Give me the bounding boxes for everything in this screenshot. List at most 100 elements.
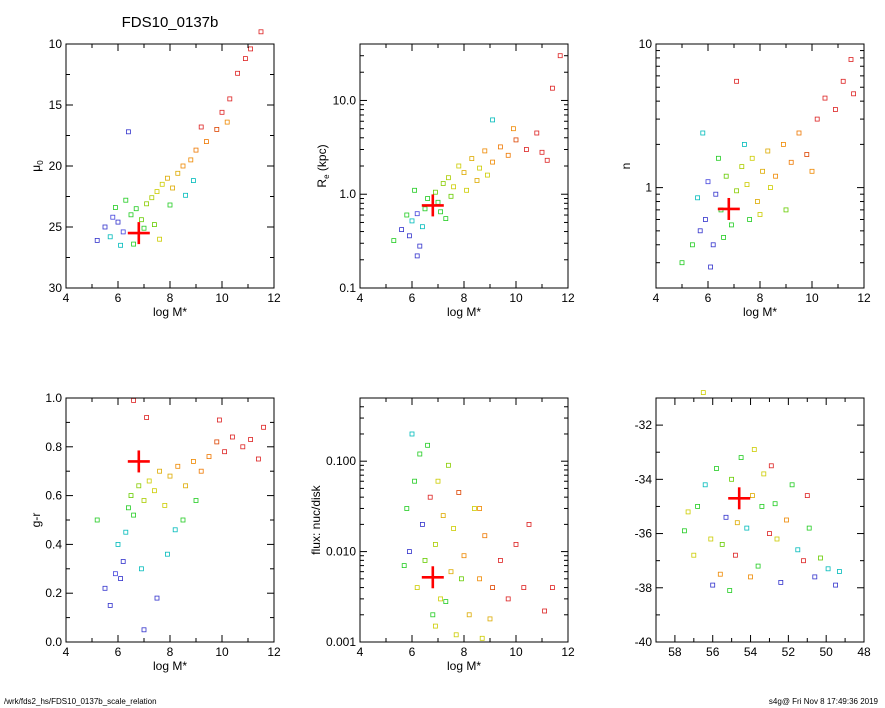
scatter-point xyxy=(432,189,438,195)
scatter-point xyxy=(719,542,725,547)
scatter-point xyxy=(141,225,147,231)
y-tick-label: 0.2 xyxy=(45,586,62,600)
scatter-point xyxy=(539,149,545,155)
x-tick-label: 6 xyxy=(409,645,416,659)
scatter-point xyxy=(128,493,134,499)
scatter-point xyxy=(190,178,196,184)
scatter-point xyxy=(451,526,457,531)
scatter-point xyxy=(833,582,838,588)
x-tick-label: 4 xyxy=(63,291,70,305)
scatter-point xyxy=(149,195,155,201)
scatter-point xyxy=(714,466,719,471)
scatter-point xyxy=(107,603,113,608)
x-tick-label: 8 xyxy=(461,645,468,659)
scatter-point xyxy=(399,227,405,233)
scatter-point xyxy=(164,175,170,181)
scatter-point xyxy=(118,576,123,581)
scatter-point xyxy=(146,478,152,484)
y-tick-label: 0.100 xyxy=(326,454,356,468)
x-tick-label: 4 xyxy=(63,645,70,659)
panel-4: 4 6 8 10 12 0.0 0.2 0.4 0.6 0.8 1.0 log M* g-r xyxy=(29,391,281,673)
y-tick-label: 30 xyxy=(49,281,63,295)
scatter-point xyxy=(123,529,129,535)
scatter-point xyxy=(751,447,757,452)
scatter-point xyxy=(453,632,459,638)
scatter-point xyxy=(126,129,131,135)
y-tick-label: 1 xyxy=(645,181,652,195)
scatter-point xyxy=(783,207,789,213)
scatter-point xyxy=(784,517,789,523)
x-tick-label: 10 xyxy=(215,645,229,659)
scatter-point xyxy=(773,173,778,179)
y-tick-label: 0.6 xyxy=(45,489,62,503)
x-tick-label: 48 xyxy=(857,645,871,659)
scatter-point xyxy=(404,506,410,511)
scatter-point xyxy=(427,494,433,500)
scatter-point xyxy=(419,522,425,527)
scatter-point xyxy=(526,522,532,527)
x-tick-label: 50 xyxy=(820,645,834,659)
scatter-point xyxy=(261,424,267,430)
y-tick-label: 1.0 xyxy=(339,187,356,201)
plot-frame xyxy=(65,397,275,643)
y-axis-label-main: R xyxy=(315,179,329,188)
scatter-point xyxy=(768,463,774,469)
scatter-point xyxy=(198,124,204,130)
y-tick-label: -40 xyxy=(635,635,653,649)
scatter-point xyxy=(534,130,540,136)
scatter-point xyxy=(206,454,212,460)
scatter-point xyxy=(417,451,423,457)
scatter-point xyxy=(102,585,108,591)
footer-left: /wrk/fds2_hs/FDS10_0137b_scale_relation xyxy=(4,697,157,706)
scatter-point xyxy=(818,555,823,561)
scatter-point xyxy=(474,178,480,183)
scatter-point xyxy=(778,580,784,585)
scatter-point xyxy=(833,107,838,112)
scatter-point xyxy=(409,431,415,437)
scatter-point xyxy=(170,185,176,191)
scatter-point xyxy=(115,219,121,225)
scatter-point xyxy=(772,501,778,507)
scatter-point xyxy=(193,147,199,153)
scatter-point xyxy=(695,195,700,201)
scatter-point xyxy=(401,563,407,568)
x-tick-label: 6 xyxy=(705,291,712,305)
scatter-point xyxy=(180,517,186,523)
scatter-point xyxy=(162,502,168,508)
scatter-point xyxy=(705,179,711,185)
scatter-point xyxy=(487,616,493,622)
scatter-point xyxy=(513,542,519,547)
scatter-point xyxy=(755,563,761,569)
scatter-point xyxy=(513,137,519,143)
plot-frame xyxy=(359,397,569,643)
scatter-point xyxy=(691,552,697,558)
y-axis-label-main: μ xyxy=(29,165,43,172)
y-tick-label: 0.4 xyxy=(45,537,62,551)
scatter-point xyxy=(432,542,438,547)
scatter-point xyxy=(118,242,123,248)
y-axis-label: μ0 xyxy=(29,160,45,172)
scatter-point xyxy=(510,126,516,132)
x-axis-label: log M* xyxy=(153,659,187,673)
scatter-point xyxy=(430,612,436,618)
scatter-point xyxy=(484,172,490,178)
scatter-point xyxy=(133,206,139,212)
scatter-point xyxy=(822,95,828,101)
x-tick-label: 8 xyxy=(757,291,764,305)
scatter-point xyxy=(115,542,121,547)
scatter-point xyxy=(550,85,555,91)
scatter-point xyxy=(412,187,418,193)
scatter-point xyxy=(749,155,755,161)
scatter-point xyxy=(760,168,765,174)
y-axis-label: n xyxy=(619,163,633,170)
scatter-point xyxy=(110,214,116,220)
scatter-point xyxy=(131,512,137,518)
scatter-point xyxy=(550,585,555,590)
scatter-point xyxy=(848,57,854,62)
scatter-point xyxy=(682,528,687,534)
x-tick-label: 10 xyxy=(215,291,229,305)
scatter-point xyxy=(248,46,254,52)
scatter-point xyxy=(198,468,204,474)
x-tick-label: 52 xyxy=(782,645,796,659)
scatter-point xyxy=(471,506,477,511)
